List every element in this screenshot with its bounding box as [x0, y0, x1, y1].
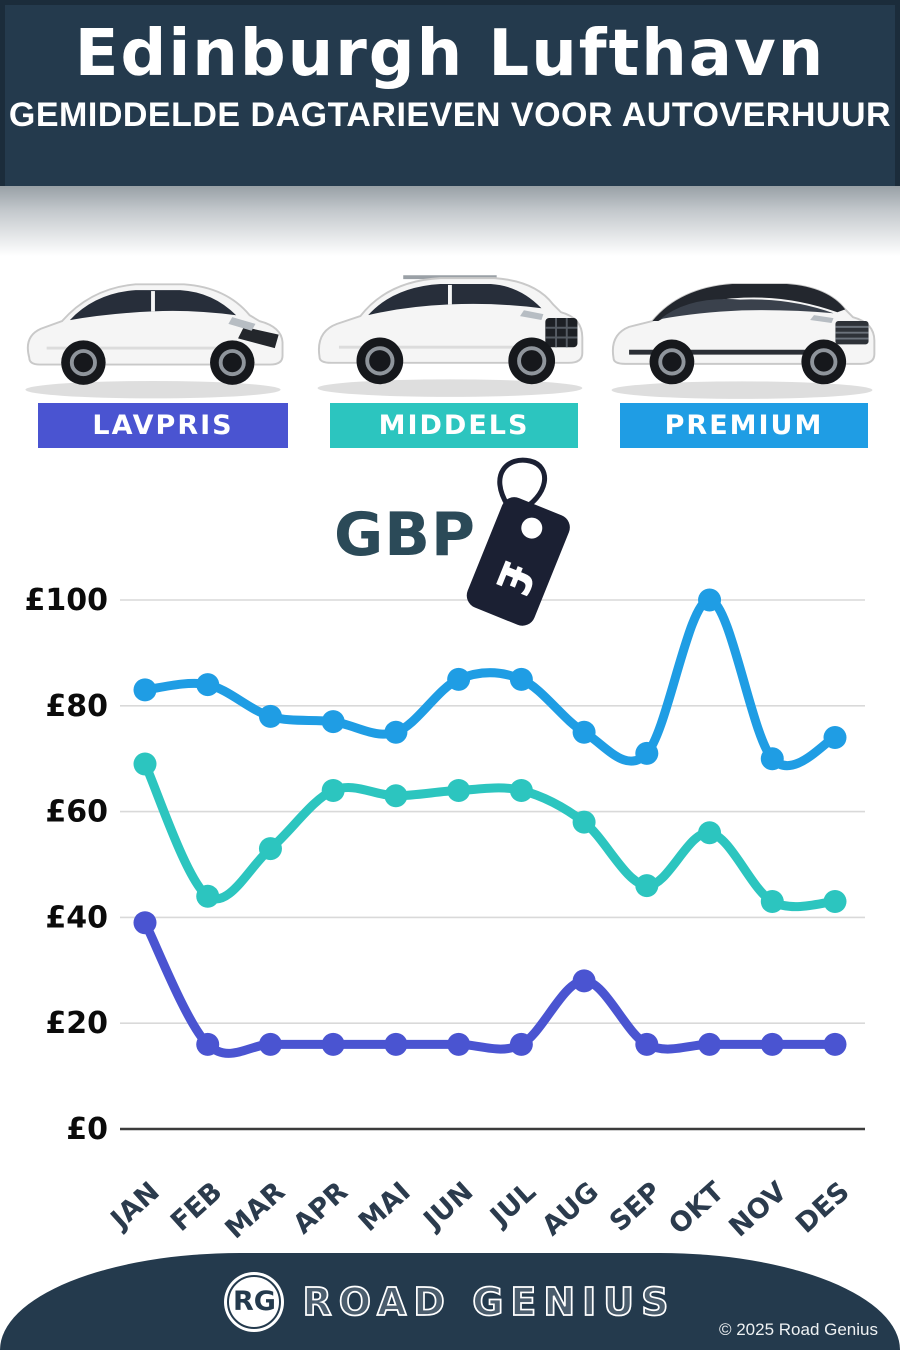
month-label: OKT: [663, 1176, 730, 1241]
data-point-lavpris: [321, 1032, 345, 1056]
tier-label-lavpris: LAVPRIS: [38, 403, 288, 448]
data-point-middels: [760, 890, 784, 914]
y-tick-label: £0: [66, 1112, 108, 1147]
month-label: MAR: [219, 1176, 291, 1245]
month-label: JUL: [483, 1176, 542, 1233]
header-gradient-band: [0, 186, 900, 256]
data-point-middels: [133, 752, 157, 776]
road-genius-logo: RG ROAD GENIUS: [0, 1253, 900, 1350]
data-point-lavpris: [823, 1032, 847, 1056]
data-point-middels: [572, 810, 596, 834]
data-point-lavpris: [133, 911, 157, 935]
data-point-premium: [447, 667, 471, 691]
month-label: DES: [790, 1176, 856, 1239]
currency-label: GBP: [334, 500, 476, 570]
page-subtitle: GEMIDDELDE DAGTARIEVEN VOOR AUTOVERHUUR: [8, 96, 892, 135]
data-point-premium: [384, 720, 408, 744]
data-point-middels: [258, 837, 282, 861]
data-point-middels: [321, 778, 345, 802]
data-point-middels: [384, 784, 408, 808]
data-point-premium: [635, 741, 659, 765]
data-point-premium: [823, 726, 847, 750]
y-tick-label: £60: [45, 795, 108, 830]
month-label: JAN: [104, 1176, 166, 1236]
midsize-car-image: [302, 232, 594, 406]
data-point-middels: [447, 778, 471, 802]
tier-label-middels: MIDDELS: [330, 403, 578, 448]
data-point-lavpris: [196, 1032, 220, 1056]
data-point-premium: [196, 673, 220, 697]
data-point-lavpris: [698, 1032, 722, 1056]
footer: RG ROAD GENIUS © 2025 Road Genius: [0, 1253, 900, 1350]
series-line-lavpris: [140, 918, 840, 1058]
month-label: MAI: [353, 1176, 417, 1238]
data-point-lavpris: [258, 1032, 282, 1056]
premium-car-image: [596, 238, 888, 406]
tier-label-premium: PREMIUM: [620, 403, 868, 448]
luxury-suv-car-illustration: [611, 283, 876, 399]
y-tick-label: £20: [45, 1006, 108, 1041]
month-label: SEP: [604, 1176, 668, 1238]
y-tick-label: £80: [45, 689, 108, 724]
brand-name: ROAD GENIUS: [302, 1279, 676, 1325]
data-point-lavpris: [635, 1032, 659, 1056]
logo-circle: RG: [224, 1271, 285, 1332]
month-label: JUN: [417, 1176, 480, 1237]
logo-ring: [227, 1274, 282, 1329]
economy-car-image: [8, 238, 298, 406]
data-point-premium: [760, 747, 784, 771]
price-tag-icon: £: [466, 457, 570, 626]
month-label: NOV: [723, 1176, 793, 1243]
data-point-lavpris: [760, 1032, 784, 1056]
data-point-premium: [258, 704, 282, 728]
hatchback-car-illustration: [25, 283, 284, 399]
series-line-middels: [140, 759, 840, 912]
data-point-lavpris: [572, 969, 596, 993]
data-point-middels: [509, 778, 533, 802]
copyright: © 2025 Road Genius: [718, 1320, 878, 1339]
data-point-premium: [698, 588, 722, 612]
y-tick-label: £40: [45, 900, 108, 935]
data-point-premium: [133, 678, 157, 702]
data-point-middels: [823, 890, 847, 914]
month-label: APR: [287, 1176, 354, 1240]
data-point-premium: [572, 720, 596, 744]
data-point-lavpris: [447, 1032, 471, 1056]
y-tick-label: £100: [25, 583, 109, 618]
data-point-premium: [509, 667, 533, 691]
month-label: AUG: [536, 1176, 604, 1242]
data-point-lavpris: [384, 1032, 408, 1056]
data-point-premium: [321, 710, 345, 734]
data-point-middels: [196, 884, 220, 908]
month-label: FEB: [165, 1176, 228, 1237]
suv-car-illustration: [317, 275, 584, 397]
data-point-lavpris: [509, 1032, 533, 1056]
header: Edinburgh Lufthavn GEMIDDELDE DAGTARIEVE…: [0, 0, 900, 186]
page-title: Edinburgh Lufthavn: [74, 17, 826, 91]
data-point-middels: [698, 821, 722, 845]
data-point-middels: [635, 874, 659, 898]
